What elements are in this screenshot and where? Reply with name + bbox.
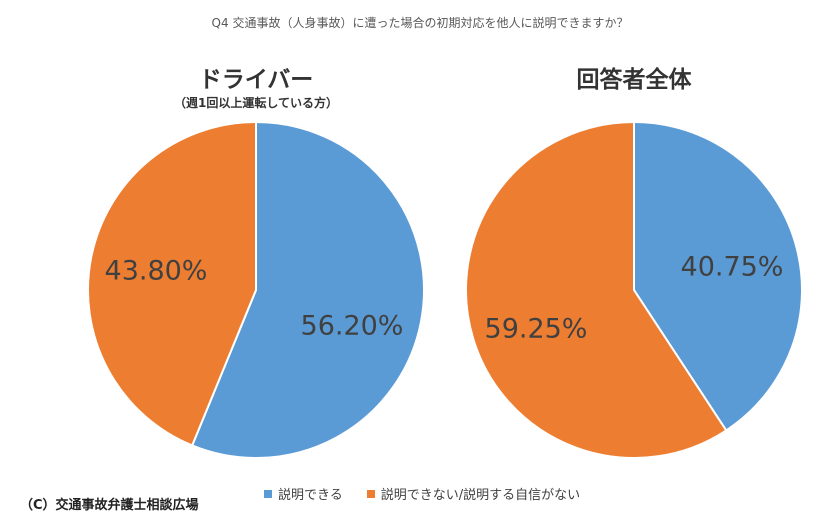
pie-1-data-label-1: 59.25% xyxy=(485,314,588,345)
pie-subtitle-driver: （週1回以上運転している方） xyxy=(174,96,338,110)
legend-label-no: 説明できない/説明する自信がない xyxy=(380,488,581,503)
pie-1-slice-1 xyxy=(465,120,728,459)
copyright-label: （C）交通事故弁護士相談広場 xyxy=(20,498,199,513)
pie-0-data-label-1: 43.80% xyxy=(105,256,208,287)
pie-0-slice-0 xyxy=(190,120,425,459)
legend-swatch-no xyxy=(366,489,375,498)
pie-0-slice-1 xyxy=(87,120,257,447)
pie-0-data-label-0: 56.20% xyxy=(301,311,404,342)
legend-label-yes: 説明できる xyxy=(278,488,343,503)
legend-item-no: 説明できない/説明する自信がない xyxy=(366,484,581,503)
pie-title-all: 回答者全体 xyxy=(576,67,692,93)
legend-swatch-yes xyxy=(264,489,272,498)
chart-title: Q4 交通事故（人身事故）に遭った場合の初期対応を他人に説明できますか？ xyxy=(211,16,629,30)
legend-item-yes: 説明できる xyxy=(264,484,343,503)
legend: 説明できる 説明できない/説明する自信がない xyxy=(264,484,580,503)
pie-title-driver: ドライバー xyxy=(198,67,314,93)
pie-1-data-label-0: 40.75% xyxy=(681,252,784,283)
